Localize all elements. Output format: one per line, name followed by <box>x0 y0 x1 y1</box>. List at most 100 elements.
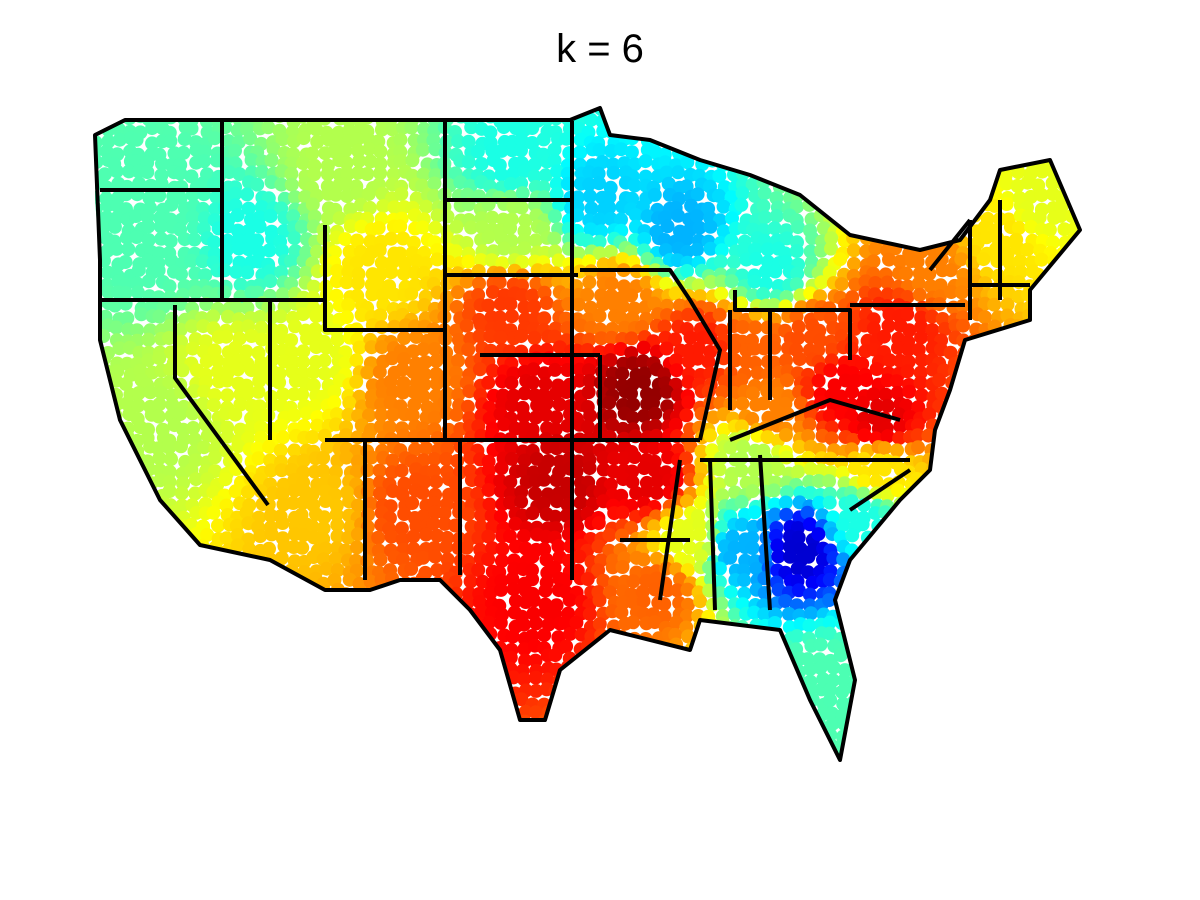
station-dot <box>393 132 408 147</box>
station-dot <box>910 254 925 269</box>
station-dot <box>1042 527 1057 542</box>
station-dot <box>459 697 474 712</box>
station-dot <box>803 121 817 136</box>
station-dot <box>132 176 147 191</box>
station-dot <box>330 263 345 278</box>
station-dot <box>672 673 687 688</box>
station-dot <box>946 697 961 712</box>
station-dot <box>877 441 892 456</box>
station-dot <box>712 307 727 322</box>
station-dot <box>197 575 212 590</box>
station-dot <box>451 134 465 149</box>
station-dot <box>702 301 717 316</box>
station-dot <box>529 276 544 291</box>
station-dot <box>331 604 346 619</box>
station-dot <box>197 604 212 619</box>
station-dot <box>847 212 862 227</box>
station-dot <box>109 164 124 179</box>
station-dot <box>228 407 243 422</box>
station-dot <box>1066 475 1080 490</box>
station-dot <box>1002 332 1017 347</box>
station-dot <box>1002 692 1017 707</box>
station-dot <box>286 586 301 601</box>
station-dot <box>1009 499 1024 514</box>
station-dot <box>991 147 1006 162</box>
station-dot <box>681 694 696 709</box>
station-dot <box>702 685 717 700</box>
station-dot <box>373 642 388 657</box>
station-dot <box>794 168 809 183</box>
station-dot <box>328 703 343 718</box>
station-dot <box>914 112 929 127</box>
station-dot <box>1065 617 1080 631</box>
station-dot <box>1000 593 1015 608</box>
station-dot <box>272 598 287 613</box>
station-dot <box>1056 681 1071 696</box>
station-dot <box>1003 606 1018 621</box>
station-dot <box>449 407 464 422</box>
station-dot <box>1066 108 1080 114</box>
station-dot <box>349 255 364 270</box>
station-dot <box>1023 385 1038 400</box>
station-dot <box>419 650 434 665</box>
station-dot <box>834 158 849 172</box>
station-dot <box>695 686 710 701</box>
station-dot <box>737 573 751 588</box>
station-dot <box>857 211 872 226</box>
station-dot <box>496 108 511 114</box>
station-dot <box>264 153 279 168</box>
station-dot <box>152 631 167 646</box>
station-dot <box>95 475 101 490</box>
station-dot <box>360 365 375 380</box>
station-dot <box>822 474 836 489</box>
station-dot <box>1034 649 1049 664</box>
station-dot <box>890 443 904 458</box>
station-dot <box>955 585 970 600</box>
station-dot <box>1066 443 1080 458</box>
station-dot <box>683 662 698 677</box>
station-dot <box>781 124 796 139</box>
station-dot <box>341 298 356 312</box>
station-dot <box>603 640 618 655</box>
station-dot <box>338 653 353 668</box>
station-dot <box>494 167 509 182</box>
station-dot <box>593 653 608 668</box>
station-dot <box>100 454 115 468</box>
station-dot <box>230 208 245 223</box>
station-dot <box>261 120 276 135</box>
station-dot <box>1068 386 1080 401</box>
station-dot <box>451 653 465 668</box>
station-dot <box>551 253 566 268</box>
station-dot <box>690 209 704 224</box>
station-dot <box>1009 620 1024 635</box>
station-dot <box>1056 145 1071 160</box>
station-dot <box>936 683 951 698</box>
station-dot <box>492 275 507 290</box>
station-dot <box>131 474 145 489</box>
station-dot <box>980 474 995 489</box>
station-dot <box>977 343 992 358</box>
station-dot <box>1020 422 1035 437</box>
station-dot <box>528 670 543 685</box>
station-dot <box>868 276 883 290</box>
station-dot <box>646 686 661 701</box>
station-dot <box>275 132 290 147</box>
station-dot <box>175 598 190 613</box>
station-dot <box>264 696 279 711</box>
station-dot <box>386 616 401 631</box>
station-dot <box>496 120 511 135</box>
station-dot <box>305 430 320 444</box>
station-dot <box>1036 367 1051 382</box>
station-dot <box>99 704 114 719</box>
station-dot <box>120 554 135 569</box>
station-dot <box>998 549 1013 564</box>
station-dot <box>934 120 949 135</box>
station-dot <box>981 550 996 565</box>
station-dot <box>98 583 113 598</box>
station-dot <box>582 607 597 622</box>
station-dot <box>427 188 441 203</box>
station-dot <box>365 642 380 657</box>
station-dot <box>904 516 919 531</box>
station-dot <box>449 274 464 289</box>
station-dot <box>274 177 289 192</box>
